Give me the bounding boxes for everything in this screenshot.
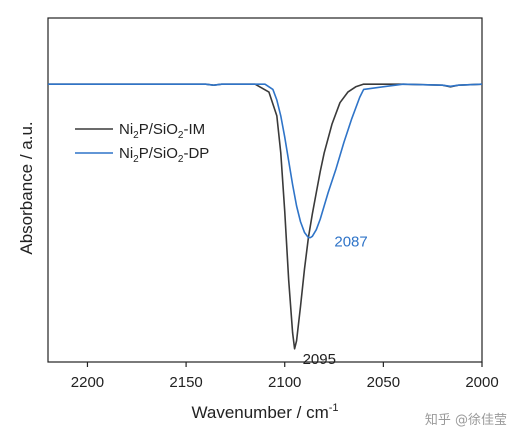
x-tick-label-2200: 2200 [71, 374, 104, 391]
legend: Ni2P/SiO2-IM Ni2P/SiO2-DP [75, 121, 209, 165]
legend-label-dp: Ni2P/SiO2-DP [119, 145, 209, 165]
annotation-layer: 2095 2087 [303, 234, 368, 368]
x-tick-label-2050: 2050 [367, 374, 400, 391]
legend-label-im: Ni2P/SiO2-IM [119, 121, 205, 141]
x-tick-label-2150: 2150 [169, 374, 202, 391]
y-axis-title: Absorbance / a.u. [17, 121, 36, 254]
x-tick-label-2000: 2000 [465, 374, 498, 391]
series-line-1 [48, 83, 483, 239]
x-axis-title: Wavenumber / cm-1 [191, 402, 338, 422]
peak-annotation-2095: 2095 [303, 351, 336, 368]
peak-annotation-2087: 2087 [334, 234, 367, 251]
watermark: 知乎 @徐佳莹 [424, 413, 507, 428]
x-axis-ticks: 2200 2150 2100 2050 2000 [71, 362, 499, 391]
series-line-0 [48, 83, 483, 350]
x-tick-label-2100: 2100 [268, 374, 301, 391]
plot-frame [47, 17, 483, 363]
series-layer [48, 83, 483, 350]
